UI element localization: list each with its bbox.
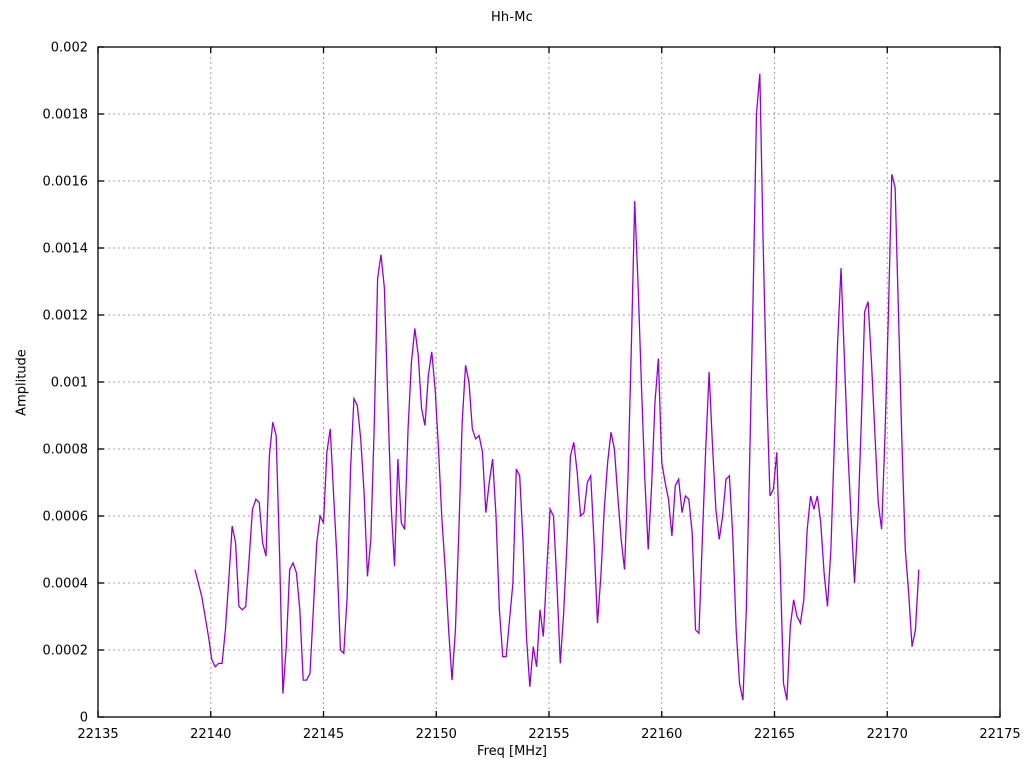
y-tick-label: 0.0008: [43, 443, 89, 458]
y-tick-label: 0.0014: [43, 242, 89, 257]
y-tick-label: 0.001: [51, 376, 88, 391]
x-tick-label: 22175: [979, 727, 1020, 742]
y-tick-label: 0.0012: [43, 309, 89, 324]
x-tick-label: 22145: [303, 727, 344, 742]
x-tick-label: 22155: [528, 727, 569, 742]
y-tick-label: 0: [80, 711, 88, 726]
y-tick-label: 0.0004: [43, 577, 89, 592]
x-tick-label: 22165: [754, 727, 795, 742]
x-tick-label: 22150: [416, 727, 457, 742]
y-tick-label: 0.0018: [43, 108, 89, 123]
data-series: [194, 73, 920, 701]
axis-ticks: [97, 46, 1001, 718]
x-axis-label: Freq [MHz]: [477, 744, 547, 759]
y-tick-label: 0.0006: [43, 510, 89, 525]
y-tick-label: 0.002: [51, 41, 88, 56]
y-tick-label: 0.0016: [43, 175, 89, 190]
x-tick-label: 22160: [641, 727, 682, 742]
tick-labels: 22135 22140 22145 22150 22155 22160 22165 22170…: [43, 41, 1021, 743]
x-tick-label: 22135: [77, 727, 118, 742]
x-tick-label: 22140: [190, 727, 231, 742]
y-tick-label: 0.0002: [43, 644, 89, 659]
series-line: [194, 73, 920, 701]
grid-lines: [98, 47, 1000, 717]
x-tick-label: 22170: [867, 727, 908, 742]
chart-title: Hh-Mc: [490, 10, 534, 25]
